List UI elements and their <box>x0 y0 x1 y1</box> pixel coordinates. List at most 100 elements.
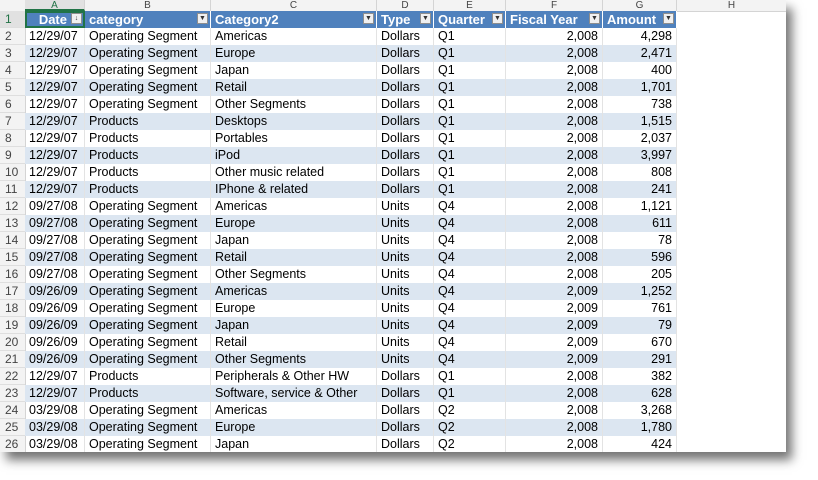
row-header[interactable]: 3 <box>0 45 25 62</box>
table-cell[interactable]: 2,008 <box>506 130 603 147</box>
filter-dropdown-icon[interactable]: ▼ <box>589 13 600 24</box>
table-cell[interactable]: 2,008 <box>506 249 603 266</box>
table-cell[interactable]: Units <box>377 198 434 215</box>
table-cell[interactable]: Q2 <box>434 419 506 436</box>
empty-cell[interactable] <box>677 368 786 385</box>
table-cell[interactable]: 424 <box>603 436 677 452</box>
row-header[interactable]: 20 <box>0 334 25 351</box>
table-cell[interactable]: 12/29/07 <box>25 96 85 113</box>
table-cell[interactable]: Q1 <box>434 164 506 181</box>
table-cell[interactable]: 3,268 <box>603 402 677 419</box>
table-cell[interactable]: 611 <box>603 215 677 232</box>
row-header[interactable]: 2 <box>0 28 25 45</box>
table-cell[interactable]: 382 <box>603 368 677 385</box>
empty-cell[interactable] <box>677 249 786 266</box>
table-cell[interactable]: Other Segments <box>211 266 377 283</box>
table-cell[interactable]: Products <box>85 385 211 402</box>
table-cell[interactable]: 738 <box>603 96 677 113</box>
column-header-e[interactable]: E <box>434 0 506 11</box>
table-cell[interactable]: 2,008 <box>506 232 603 249</box>
table-cell[interactable]: Products <box>85 181 211 198</box>
table-cell[interactable]: Operating Segment <box>85 266 211 283</box>
table-cell[interactable]: Q1 <box>434 368 506 385</box>
table-cell[interactable]: 09/26/09 <box>25 351 85 368</box>
table-cell[interactable]: Q1 <box>434 385 506 402</box>
row-header[interactable]: 26 <box>0 436 25 452</box>
table-cell[interactable]: 12/29/07 <box>25 28 85 45</box>
table-cell[interactable]: Other Segments <box>211 96 377 113</box>
table-cell[interactable]: Operating Segment <box>85 419 211 436</box>
table-cell[interactable]: 09/26/09 <box>25 283 85 300</box>
table-cell[interactable]: Dollars <box>377 62 434 79</box>
row-header[interactable]: 12 <box>0 198 25 215</box>
row-header[interactable]: 7 <box>0 113 25 130</box>
table-cell[interactable]: Dollars <box>377 181 434 198</box>
table-cell[interactable]: Americas <box>211 198 377 215</box>
filter-dropdown-icon[interactable]: ▼ <box>663 13 674 24</box>
table-cell[interactable]: 78 <box>603 232 677 249</box>
table-cell[interactable]: 03/29/08 <box>25 402 85 419</box>
table-cell[interactable]: Americas <box>211 28 377 45</box>
table-cell[interactable]: 2,008 <box>506 96 603 113</box>
table-cell[interactable]: Dollars <box>377 147 434 164</box>
table-cell[interactable]: 761 <box>603 300 677 317</box>
table-cell[interactable]: Units <box>377 232 434 249</box>
table-cell[interactable]: Japan <box>211 232 377 249</box>
row-header[interactable]: 14 <box>0 232 25 249</box>
table-cell[interactable]: Americas <box>211 402 377 419</box>
table-cell[interactable]: Software, service & Other <box>211 385 377 402</box>
empty-cell[interactable] <box>677 164 786 181</box>
table-cell[interactable]: 12/29/07 <box>25 164 85 181</box>
table-cell[interactable]: 2,008 <box>506 181 603 198</box>
empty-cell[interactable] <box>677 402 786 419</box>
row-header[interactable]: 4 <box>0 62 25 79</box>
table-cell[interactable]: 1,515 <box>603 113 677 130</box>
table-cell[interactable]: Q1 <box>434 147 506 164</box>
table-cell[interactable]: 2,008 <box>506 164 603 181</box>
table-cell[interactable]: Operating Segment <box>85 215 211 232</box>
table-cell[interactable]: Q1 <box>434 113 506 130</box>
table-cell[interactable]: Products <box>85 164 211 181</box>
table-cell[interactable]: Q4 <box>434 232 506 249</box>
empty-cell[interactable] <box>677 283 786 300</box>
table-cell[interactable]: Units <box>377 300 434 317</box>
table-cell[interactable]: Retail <box>211 79 377 96</box>
table-cell[interactable]: Dollars <box>377 385 434 402</box>
table-cell[interactable]: Europe <box>211 300 377 317</box>
empty-cell[interactable] <box>677 96 786 113</box>
table-cell[interactable]: Dollars <box>377 45 434 62</box>
table-cell[interactable]: 09/27/08 <box>25 232 85 249</box>
header-cell[interactable]: Quarter ▼ <box>434 11 506 28</box>
table-cell[interactable]: Europe <box>211 419 377 436</box>
table-cell[interactable]: 241 <box>603 181 677 198</box>
table-cell[interactable]: Portables <box>211 130 377 147</box>
table-cell[interactable]: Operating Segment <box>85 317 211 334</box>
table-cell[interactable]: 205 <box>603 266 677 283</box>
row-header[interactable]: 5 <box>0 79 25 96</box>
table-cell[interactable]: Europe <box>211 45 377 62</box>
table-cell[interactable]: 03/29/08 <box>25 419 85 436</box>
row-header[interactable]: 25 <box>0 419 25 436</box>
table-cell[interactable]: Dollars <box>377 113 434 130</box>
table-cell[interactable]: 2,009 <box>506 351 603 368</box>
table-cell[interactable]: Q1 <box>434 130 506 147</box>
table-cell[interactable]: 2,008 <box>506 45 603 62</box>
header-cell[interactable]: Date ↓ <box>25 11 85 28</box>
table-cell[interactable]: 670 <box>603 334 677 351</box>
empty-cell[interactable] <box>677 45 786 62</box>
table-cell[interactable]: 2,471 <box>603 45 677 62</box>
table-cell[interactable]: Other music related <box>211 164 377 181</box>
table-cell[interactable]: 79 <box>603 317 677 334</box>
table-cell[interactable]: 1,252 <box>603 283 677 300</box>
table-cell[interactable]: Q4 <box>434 266 506 283</box>
table-cell[interactable]: Operating Segment <box>85 249 211 266</box>
header-cell[interactable]: Type ▼ <box>377 11 434 28</box>
table-cell[interactable]: 628 <box>603 385 677 402</box>
row-header[interactable]: 17 <box>0 283 25 300</box>
empty-cell[interactable] <box>677 351 786 368</box>
row-header[interactable]: 8 <box>0 130 25 147</box>
table-cell[interactable]: 291 <box>603 351 677 368</box>
empty-cell[interactable] <box>677 385 786 402</box>
table-cell[interactable]: 12/29/07 <box>25 45 85 62</box>
table-cell[interactable]: iPod <box>211 147 377 164</box>
